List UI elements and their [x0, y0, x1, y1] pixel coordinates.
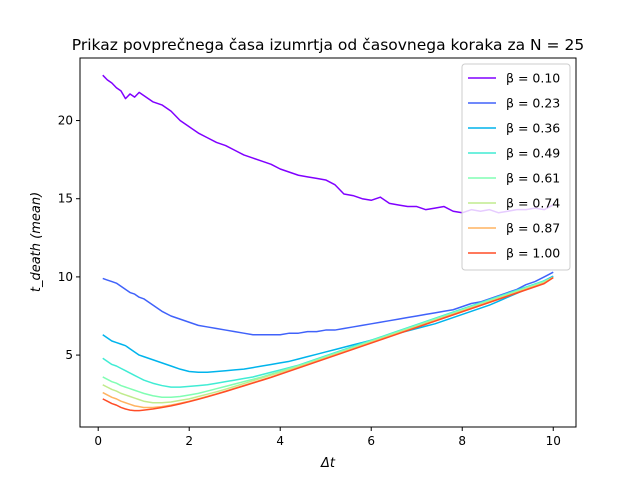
y-tick-label: 5 — [65, 348, 73, 362]
y-tick-label: 20 — [58, 114, 73, 128]
y-axis: 5 10 15 20 — [58, 114, 80, 362]
x-tick-label: 4 — [276, 434, 284, 448]
legend-label-7: β = 1.00 — [506, 246, 560, 261]
x-axis-label: Δt — [320, 456, 336, 471]
x-tick-label: 0 — [94, 434, 102, 448]
x-tick-label: 10 — [546, 434, 561, 448]
legend-label-2: β = 0.36 — [506, 121, 560, 136]
legend-label-3: β = 0.49 — [506, 146, 560, 161]
legend-label-5: β = 0.74 — [506, 196, 560, 211]
series-line-4 — [102, 276, 554, 399]
x-tick-label: 2 — [185, 434, 193, 448]
legend-label-4: β = 0.61 — [506, 171, 560, 186]
x-tick-label: 6 — [367, 434, 375, 448]
legend-label-6: β = 0.87 — [506, 221, 560, 236]
legend: β = 0.10 β = 0.23 β = 0.36 β = 0.49 β = 0.61… — [461, 63, 571, 271]
series-line-1 — [102, 271, 554, 336]
y-tick-label: 10 — [58, 270, 73, 284]
plot-frame — [79, 57, 577, 428]
series-line-2 — [102, 275, 554, 374]
x-tick-label: 8 — [458, 434, 466, 448]
legend-box — [461, 63, 571, 271]
series-line-7 — [102, 277, 554, 412]
legend-label-0: β = 0.10 — [506, 71, 560, 86]
chart-title: Prikaz povprečnega časa izumrtja od časo… — [72, 36, 584, 54]
x-axis: 0 2 4 6 8 10 — [94, 427, 561, 448]
y-axis-label: t_death (mean) — [29, 192, 44, 292]
series-layer — [102, 74, 554, 412]
legend-label-1: β = 0.23 — [506, 96, 560, 111]
y-tick-label: 15 — [58, 192, 73, 206]
